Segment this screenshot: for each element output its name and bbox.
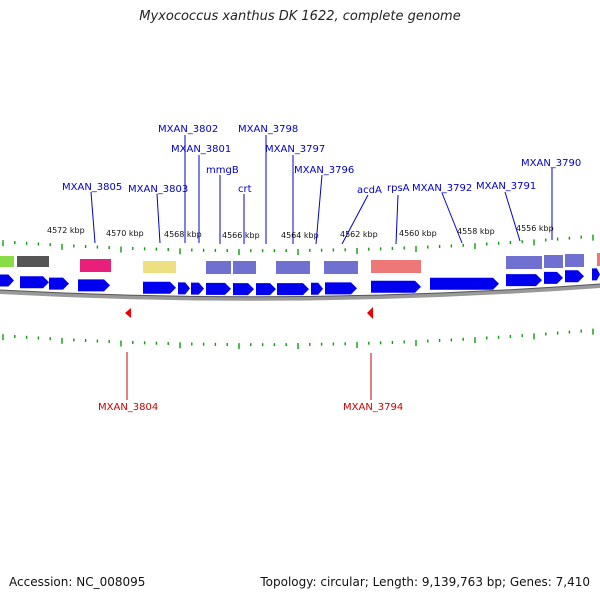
gene-label: MXAN_3805 (62, 182, 122, 193)
gene-label: MXAN_3797 (265, 144, 325, 155)
gene-label: crt (238, 184, 252, 195)
gene-arrow (20, 276, 49, 289)
gene-arrow (544, 271, 563, 284)
bottom-gene-labels: MXAN_3804 MXAN_3794 (98, 402, 403, 413)
scale-label: 4560 kbp (399, 229, 437, 238)
scale-label: 4556 kbp (516, 224, 554, 233)
genome-stats-text: Topology: circular; Length: 9,139,763 bp… (260, 575, 590, 589)
feature-box (233, 261, 256, 274)
gene-arrow (0, 274, 14, 287)
top-gene-labels: MXAN_3802 MXAN_3798 MXAN_3801 MXAN_3797 … (62, 124, 581, 196)
gene-arrow (233, 283, 254, 296)
scale-label: 4570 kbp (106, 229, 144, 238)
gene-arrow (592, 268, 600, 281)
feature-box (143, 261, 176, 273)
gene-label: mmgB (206, 165, 239, 176)
gene-arrow (506, 274, 542, 287)
gene-arrows (0, 268, 600, 296)
feature-box (324, 261, 358, 274)
gene-arrow (206, 282, 231, 295)
feature-box (276, 261, 310, 274)
gene-label: MXAN_3791 (476, 181, 536, 192)
feature-box (565, 254, 584, 267)
scale-labels: 4572 kbp 4570 kbp 4568 kbp 4566 kbp 4564… (47, 224, 554, 240)
top-label-connectors (90, 135, 553, 245)
feature-box (371, 260, 421, 273)
feature-box (17, 256, 49, 267)
gene-label: MXAN_3796 (294, 165, 354, 176)
feature-box (206, 261, 231, 274)
gene-label: rpsA (387, 183, 410, 194)
inner-scale-ticks (2, 328, 594, 350)
feature-boxes (0, 253, 600, 274)
gene-label: MXAN_3798 (238, 124, 298, 135)
genome-backbone (0, 284, 600, 301)
gene-label: MXAN_3802 (158, 124, 218, 135)
gene-arrow (311, 282, 323, 295)
outer-scale-ticks (2, 234, 594, 256)
scale-label: 4562 kbp (340, 230, 378, 239)
scale-label: 4558 kbp (457, 227, 495, 236)
gene-label: MXAN_3801 (171, 144, 231, 155)
gene-arrow (78, 279, 110, 292)
accession-text: Accession: NC_008095 (9, 575, 146, 589)
gene-arrow (371, 280, 421, 293)
feature-box (544, 255, 563, 268)
scale-label: 4572 kbp (47, 226, 85, 235)
feature-box (80, 259, 111, 272)
scale-label: 4566 kbp (222, 231, 260, 240)
scale-label: 4564 kbp (281, 231, 319, 240)
gene-arrow (430, 277, 499, 290)
gene-arrow (49, 277, 69, 290)
feature-box (597, 253, 600, 266)
feature-box (0, 256, 14, 267)
gene-label: MXAN_3792 (412, 183, 472, 194)
gene-arrow (143, 281, 176, 294)
gene-label: MXAN_3804 (98, 402, 158, 413)
gene-arrow (178, 282, 190, 295)
gene-label: MXAN_3790 (521, 158, 581, 169)
gene-arrow (256, 283, 276, 296)
feature-box (506, 256, 542, 269)
genome-backbone-edge (0, 283, 600, 298)
bottom-label-connectors (126, 352, 372, 400)
gene-arrow (325, 282, 357, 295)
gene-label: MXAN_3794 (343, 402, 403, 413)
gene-arrow (277, 283, 309, 296)
reverse-marker (367, 307, 373, 319)
gene-label: MXAN_3803 (128, 184, 188, 195)
reverse-marker (125, 308, 131, 318)
gene-arrow (191, 282, 204, 295)
gene-arrow (565, 270, 584, 283)
scale-label: 4568 kbp (164, 230, 202, 239)
gene-label: acdA (357, 185, 382, 196)
map-title: Myxococcus xanthus DK 1622, complete gen… (139, 9, 461, 24)
